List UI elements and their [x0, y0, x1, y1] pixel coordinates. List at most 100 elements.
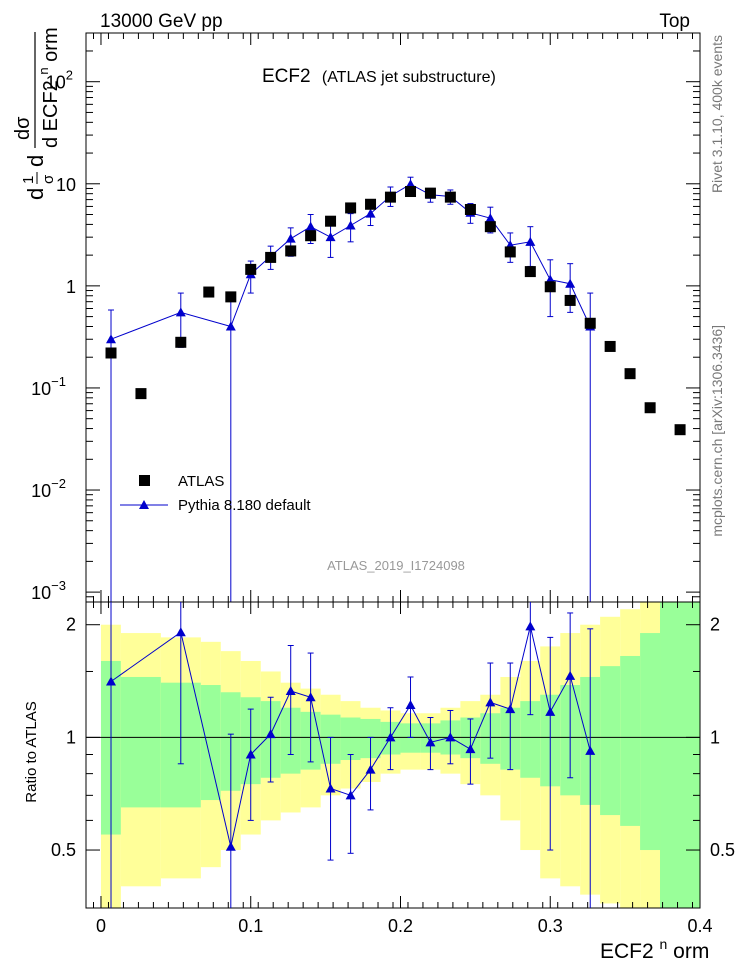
main-y-tick-label: 10−2	[31, 476, 66, 501]
analysis-watermark: ATLAS_2019_I1724098	[327, 558, 465, 573]
x-tick-label: 0.3	[538, 916, 563, 936]
legend-label-atlas: ATLAS	[178, 473, 224, 490]
ratio-pythia-point	[365, 764, 376, 774]
ylabel-num-1: 1	[20, 176, 37, 184]
band-inner-bin	[120, 676, 161, 808]
atlas-point	[584, 317, 596, 329]
atlas-point	[405, 186, 417, 198]
atlas-point	[674, 424, 686, 436]
ratio-pythia-point	[265, 729, 276, 739]
atlas-point	[365, 198, 377, 210]
ratio-pythia-point	[485, 697, 496, 707]
ratio-pythia-point	[405, 700, 416, 710]
pythia-point	[525, 236, 536, 246]
ylabel-d-ecf2: d ECF2	[40, 80, 62, 148]
svg-text:d: d	[23, 155, 48, 167]
atlas-point	[604, 340, 616, 352]
main-y-tick-exp: −3	[51, 578, 66, 593]
atlas-point	[464, 203, 476, 215]
pythia-point	[285, 233, 296, 243]
ratio-pythia-point	[325, 783, 336, 793]
svg-text:d ECF2 n orm: d ECF2 n orm	[31, 27, 62, 148]
ratio-y-tick-label-right: 2	[710, 615, 720, 635]
x-tick-label: 0.4	[687, 916, 712, 936]
ratio-pythia-point	[245, 749, 256, 759]
atlas-point	[203, 286, 215, 298]
pythia-point	[365, 208, 376, 218]
band-inner-bin	[620, 655, 641, 826]
legend-marker-pythia	[139, 500, 149, 509]
svg-text:dσ: dσ	[12, 116, 34, 140]
pythia-point	[106, 334, 117, 344]
atlas-point	[544, 281, 556, 293]
svg-text:σ: σ	[40, 174, 57, 184]
ratio-y-tick-label: 0.5	[51, 840, 76, 860]
ylabel-d2: d	[23, 155, 48, 167]
atlas-point	[504, 246, 516, 258]
plot-title-main: ECF2	[262, 66, 311, 87]
ratio-pythia-point	[545, 706, 556, 716]
pythia-point	[405, 179, 416, 189]
atlas-point	[305, 230, 317, 242]
band-inner-bin	[520, 701, 541, 778]
band-inner-bin	[400, 723, 421, 753]
pythia-point	[305, 221, 316, 231]
x-tick-label: 0.2	[388, 916, 413, 936]
main-y-tick-base: 10	[31, 481, 51, 501]
energy-label: 13000 GeV pp	[100, 11, 223, 32]
xlabel-base: ECF2	[600, 940, 654, 963]
pythia-point	[485, 213, 496, 223]
x-tick-label: 0	[96, 916, 106, 936]
ratio-pythia-point	[565, 670, 576, 680]
legend-marker-atlas	[139, 475, 150, 486]
pythia-point	[175, 307, 186, 317]
ratio-y-tick-label-right: 0.5	[710, 840, 735, 860]
atlas-point	[644, 402, 656, 414]
main-y-tick-label: 10	[56, 175, 76, 195]
main-y-axis-label: d 1 σ d dσ d ECF2 n orm	[12, 27, 62, 200]
band-inner-bin	[640, 633, 661, 851]
atlas-point	[245, 263, 257, 275]
atlas-point	[135, 388, 147, 400]
atlas-point	[345, 202, 357, 214]
main-frame	[85, 32, 701, 603]
atlas-point	[384, 191, 396, 203]
ratio-y-tick-label: 1	[66, 727, 76, 747]
ratio-pythia-point	[175, 627, 186, 637]
atlas-point	[265, 251, 277, 263]
atlas-point	[624, 368, 636, 380]
band-inner-bin	[660, 602, 700, 908]
ylabel-sup-n: n	[36, 67, 51, 74]
plot-title-sub: (ATLAS jet substructure)	[322, 69, 496, 86]
x-axis-label: ECF2 n orm	[600, 931, 709, 963]
atlas-point	[564, 294, 576, 306]
ratio-pythia-point	[525, 621, 536, 631]
ratio-pythia-point	[285, 686, 296, 696]
atlas-point	[484, 221, 496, 233]
svg-text:1: 1	[20, 176, 37, 184]
ratio-y-tick-label: 2	[66, 615, 76, 635]
ratio-pythia-point	[465, 744, 476, 754]
main-y-tick-label: 102	[46, 68, 73, 93]
ratio-pythia-point	[505, 704, 516, 714]
atlas-point	[325, 215, 337, 227]
mcplots-label: mcplots.cern.ch [arXiv:1306.3436]	[709, 325, 725, 537]
ylabel-d: d	[23, 188, 48, 200]
svg-text:d: d	[23, 188, 48, 200]
atlas-point	[105, 347, 117, 359]
pythia-point	[325, 232, 336, 242]
ratio-y-axis-label: Ratio to ATLAS	[23, 701, 40, 802]
main-y-tick-base: 10	[31, 583, 51, 603]
band-inner-bin	[600, 666, 621, 816]
main-y-tick-label: 10−1	[31, 374, 66, 399]
pythia-point	[565, 278, 576, 288]
legend: ATLAS Pythia 8.180 default	[120, 473, 311, 514]
ylabel-orm: orm	[40, 27, 62, 61]
pythia-point	[225, 321, 236, 331]
legend-label-pythia: Pythia 8.180 default	[178, 497, 311, 514]
ratio-pythia-point	[585, 745, 596, 755]
main-y-tick-exp: −2	[51, 476, 66, 491]
ratio-pythia-point	[385, 732, 396, 742]
